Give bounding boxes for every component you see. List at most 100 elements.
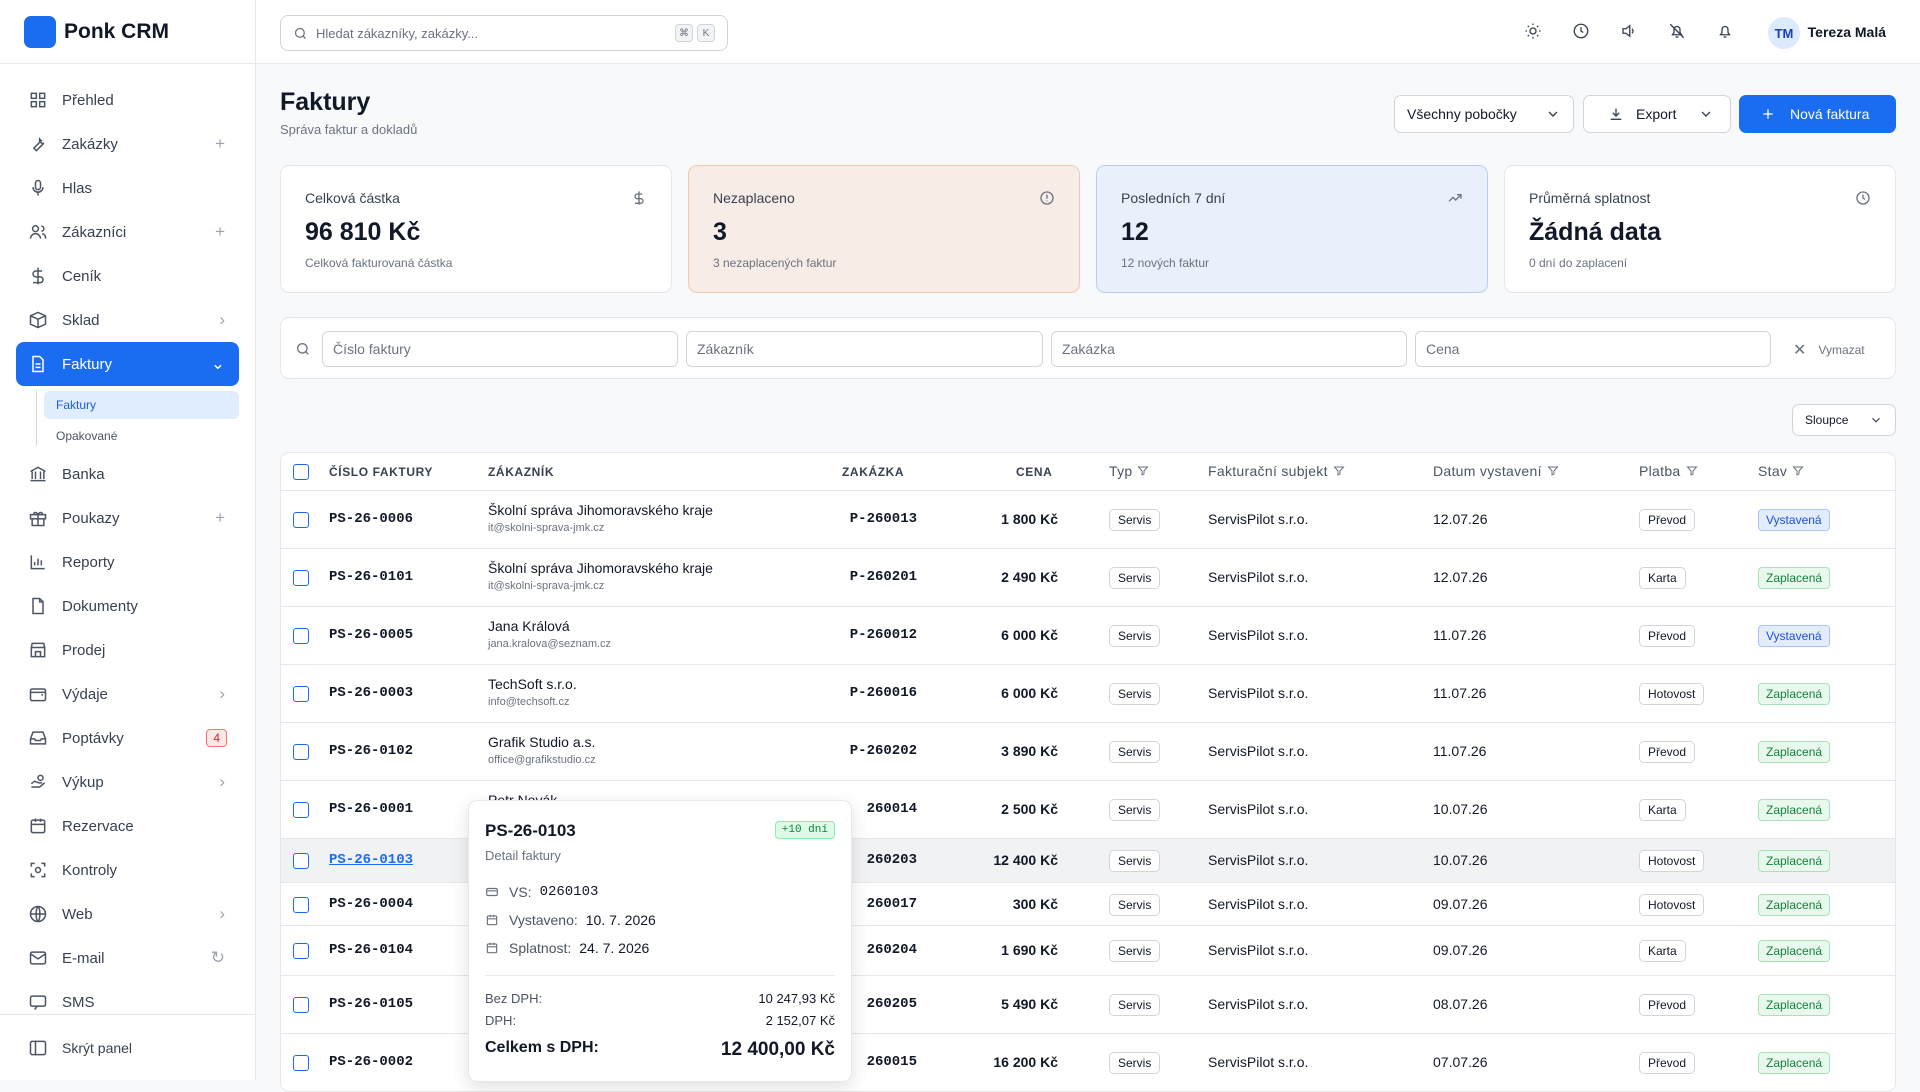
row-checkbox[interactable] [293, 897, 309, 913]
columns-button[interactable]: Sloupce [1792, 404, 1896, 436]
refresh-icon[interactable]: ↻ [210, 948, 225, 967]
table-row[interactable]: PS-26-0004 260017 300 Kč Servis ServisPilot … [281, 883, 1895, 926]
sidebar-item-4[interactable]: Zákazníci + [16, 210, 239, 254]
sidebar-item-10[interactable]: Reporty [16, 540, 239, 584]
plus-icon[interactable]: + [215, 134, 225, 153]
sidebar-item-19[interactable]: E-mail ↻ [16, 936, 239, 980]
header-date[interactable]: Datum vystavení [1433, 463, 1559, 479]
plus-icon[interactable]: + [215, 508, 225, 527]
sidebar-item-9[interactable]: Poukazy + [16, 496, 239, 540]
invoice-number[interactable]: PS-26-0001 [329, 801, 414, 817]
sidebar-item-3[interactable]: Hlas [16, 166, 239, 210]
sidebar-item-6[interactable]: Sklad › [16, 298, 239, 342]
customer-name[interactable]: TechSoft s.r.o. [488, 676, 577, 692]
sidebar-item-1[interactable]: Přehled [16, 78, 239, 122]
sidebar-item-17[interactable]: Kontroly [16, 848, 239, 892]
export-button[interactable]: Export [1583, 95, 1731, 133]
clear-filters-button[interactable]: ✕ Vymazat [1793, 340, 1865, 360]
header-subject[interactable]: Fakturační subjekt [1208, 463, 1345, 479]
sidebar-item-15[interactable]: Výkup › [16, 760, 239, 804]
sidebar-item-13[interactable]: Výdaje › [16, 672, 239, 716]
order-number[interactable]: P-260012 [849, 627, 917, 643]
sidebar-item-12[interactable]: Prodej [16, 628, 239, 672]
row-checkbox[interactable] [293, 997, 309, 1013]
plus-icon[interactable]: + [215, 222, 225, 241]
customer-name[interactable]: Jana Králová [488, 618, 570, 634]
order-number[interactable]: 260017 [866, 896, 917, 912]
chevron-icon[interactable]: ⌄ [210, 354, 225, 373]
row-checkbox[interactable] [293, 744, 309, 760]
sidebar-item-18[interactable]: Web › [16, 892, 239, 936]
header-customer[interactable]: ZÁKAZNÍK [488, 465, 555, 479]
customer-filter[interactable]: Zákazník [686, 331, 1043, 367]
subitem-1[interactable]: Faktury [44, 391, 239, 419]
hide-panel-button[interactable]: Skrýt panel [0, 1014, 255, 1080]
customer-name[interactable]: Školní správa Jihomoravského kraje [488, 502, 713, 518]
order-number[interactable]: P-260202 [849, 743, 917, 759]
invoice-number[interactable]: PS-26-0004 [329, 896, 414, 912]
order-number[interactable]: P-260201 [849, 569, 917, 585]
order-number[interactable]: P-260016 [849, 685, 917, 701]
header-payment[interactable]: Platba [1639, 463, 1698, 479]
row-checkbox[interactable] [293, 686, 309, 702]
order-number[interactable]: 260203 [866, 852, 917, 868]
order-number[interactable]: P-260013 [849, 511, 917, 527]
order-number[interactable]: 260015 [866, 1054, 917, 1070]
header-invoice-number[interactable]: ČÍSLO FAKTURY [329, 465, 434, 479]
chevron-icon[interactable]: › [219, 772, 225, 791]
table-row[interactable]: PS-26-0005 Jana Králová jana.kralova@sezna… [281, 607, 1895, 665]
table-row[interactable]: PS-26-0104 260204 1 690 Kč Servis ServisPilo… [281, 926, 1895, 976]
chevron-icon[interactable]: › [219, 684, 225, 703]
order-number[interactable]: 260014 [866, 801, 917, 817]
price-filter[interactable]: Cena [1415, 331, 1771, 367]
row-checkbox[interactable] [293, 512, 309, 528]
row-checkbox[interactable] [293, 570, 309, 586]
invoice-number[interactable]: PS-26-0003 [329, 685, 414, 701]
chevron-icon[interactable]: › [219, 310, 225, 329]
table-row[interactable]: PS-26-0006 Školní správa Jihomoravského k… [281, 491, 1895, 549]
invoice-number[interactable]: PS-26-0103 [329, 852, 414, 868]
invoice-number-filter[interactable]: Číslo faktury [322, 331, 678, 367]
search-input[interactable]: Hledat zákazníky, zakázky... ⌘ K [280, 15, 728, 51]
table-row[interactable]: PS-26-0102 Grafik Studio a.s. office@grafi… [281, 723, 1895, 781]
sidebar-item-8[interactable]: Banka [16, 452, 239, 496]
sidebar-item-2[interactable]: Zakázky + [16, 122, 239, 166]
sidebar-item-20[interactable]: SMS [16, 980, 239, 1013]
sidebar-item-5[interactable]: Ceník [16, 254, 239, 298]
new-invoice-button[interactable]: Nová faktura [1739, 95, 1896, 133]
invoice-number[interactable]: PS-26-0101 [329, 569, 414, 585]
invoice-number[interactable]: PS-26-0104 [329, 942, 414, 958]
select-all-checkbox[interactable] [293, 464, 309, 480]
sidebar-item-11[interactable]: Dokumenty [16, 584, 239, 628]
row-checkbox[interactable] [293, 1055, 309, 1071]
row-checkbox[interactable] [293, 628, 309, 644]
header-order[interactable]: ZAKÁZKA [842, 465, 905, 479]
header-status[interactable]: Stav [1758, 463, 1804, 479]
invoice-number[interactable]: PS-26-0105 [329, 996, 414, 1012]
row-checkbox[interactable] [293, 853, 309, 869]
table-row[interactable]: PS-26-0101 Školní správa Jihomoravského k… [281, 549, 1895, 607]
bell-icon[interactable] [1716, 22, 1736, 42]
bell-off-icon[interactable] [1668, 22, 1688, 42]
speaker-icon[interactable] [1620, 22, 1640, 42]
invoice-number[interactable]: PS-26-0102 [329, 743, 414, 759]
history-clock-icon[interactable] [1572, 22, 1592, 42]
customer-name[interactable]: Grafik Studio a.s. [488, 734, 596, 750]
sidebar-item-7[interactable]: Faktury ⌄ [16, 342, 239, 386]
chevron-icon[interactable]: › [219, 904, 225, 923]
header-price[interactable]: CENA [1016, 465, 1053, 479]
sidebar-item-16[interactable]: Rezervace [16, 804, 239, 848]
table-row[interactable]: PS-26-0105 260205 5 490 Kč Servis ServisPilo… [281, 976, 1895, 1034]
row-checkbox[interactable] [293, 802, 309, 818]
invoice-number[interactable]: PS-26-0002 [329, 1054, 414, 1070]
user-name[interactable]: Tereza Malá [1807, 24, 1886, 40]
order-number[interactable]: 260204 [866, 942, 917, 958]
invoice-number[interactable]: PS-26-0005 [329, 627, 414, 643]
customer-name[interactable]: Školní správa Jihomoravského kraje [488, 560, 713, 576]
order-filter[interactable]: Zakázka [1051, 331, 1407, 367]
branch-select[interactable]: Všechny pobočky [1394, 95, 1574, 133]
table-row[interactable]: PS-26-0002 260015 16 200 Kč Servis ServisPil… [281, 1034, 1895, 1091]
order-number[interactable]: 260205 [866, 996, 917, 1012]
row-checkbox[interactable] [293, 943, 309, 959]
header-type[interactable]: Typ [1109, 463, 1150, 479]
